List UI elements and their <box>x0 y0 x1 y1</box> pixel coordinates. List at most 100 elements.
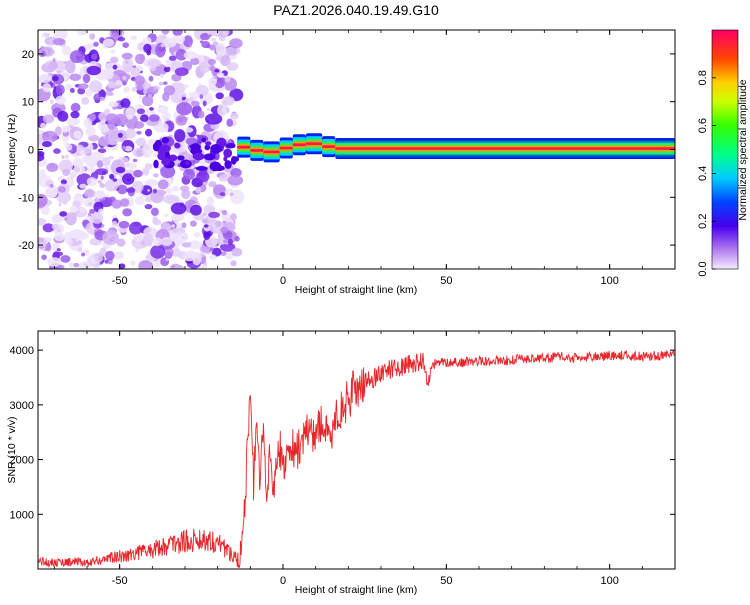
noise-blob <box>85 126 96 137</box>
noise-blob-dark <box>205 141 212 146</box>
noise-blob <box>160 165 176 179</box>
noise-blob <box>93 261 101 269</box>
noise-blob <box>161 112 171 121</box>
noise-blob <box>122 208 133 217</box>
noise-blob <box>144 179 158 188</box>
noise-blob <box>198 110 205 119</box>
noise-blob <box>89 113 96 122</box>
noise-blob <box>69 205 79 213</box>
snr-x-tick-label: 0 <box>280 575 286 587</box>
spectrogram-y-axis-label: Frequency (Hz) <box>6 114 18 186</box>
spectrogram-carrier <box>237 133 675 163</box>
snr-x-tick-label: 50 <box>440 575 452 587</box>
noise-blob <box>69 73 82 81</box>
noise-blob <box>49 99 54 105</box>
noise-blob <box>96 160 104 168</box>
noise-blob <box>171 185 180 192</box>
noise-blob <box>164 213 169 218</box>
noise-blob <box>161 30 170 35</box>
noise-blob <box>89 33 96 40</box>
noise-blob <box>198 82 202 86</box>
noise-blob <box>230 213 237 221</box>
noise-blob <box>121 145 127 150</box>
noise-blob <box>147 59 162 67</box>
noise-blob <box>181 242 192 248</box>
noise-blob-dark <box>168 154 178 162</box>
noise-blob-dark <box>203 153 216 161</box>
colorbar-ticks: 0.0 0.2 0.4 0.6 0.8 <box>697 70 716 277</box>
noise-blob <box>97 180 102 184</box>
noise-blob <box>219 192 226 197</box>
noise-blob <box>220 226 229 234</box>
noise-blob <box>112 106 117 110</box>
noise-blob <box>165 188 173 194</box>
noise-blob <box>214 69 219 73</box>
noise-blob <box>79 183 87 189</box>
noise-blob-dark <box>177 155 185 161</box>
noise-blob <box>159 73 164 79</box>
noise-blob <box>138 260 154 269</box>
noise-blob <box>42 141 52 148</box>
noise-blob <box>168 55 177 61</box>
snr-y-axis-label: SNR (10 * v/v) <box>6 416 18 483</box>
noise-blob <box>52 58 56 63</box>
noise-blob <box>79 207 87 213</box>
noise-blob <box>88 151 105 163</box>
noise-blob <box>114 251 124 260</box>
noise-blob <box>117 132 123 138</box>
noise-blob <box>134 53 146 65</box>
noise-blob <box>102 38 115 47</box>
noise-blob-dark <box>224 160 232 169</box>
noise-blob <box>220 251 227 256</box>
noise-blob <box>188 43 192 48</box>
noise-blob <box>215 43 227 57</box>
noise-blob <box>125 60 129 64</box>
noise-blob <box>59 211 68 217</box>
noise-blob <box>230 168 242 178</box>
noise-blob <box>230 112 239 120</box>
noise-blob-dark <box>225 143 236 149</box>
noise-blob <box>227 238 233 246</box>
noise-blob <box>225 46 241 56</box>
noise-blob <box>111 199 123 209</box>
noise-blob <box>117 36 126 42</box>
spectrogram-y-tick-label: 10 <box>22 97 34 109</box>
noise-blob <box>38 78 43 83</box>
noise-blob <box>118 263 126 269</box>
noise-blob <box>135 247 140 253</box>
carrier-band <box>292 143 306 147</box>
noise-blob <box>199 244 211 254</box>
noise-blob-dark <box>223 148 233 158</box>
noise-blob <box>147 227 152 233</box>
noise-blob <box>187 240 203 250</box>
carrier-band <box>335 147 675 150</box>
noise-blob <box>121 52 133 60</box>
noise-blob <box>152 216 159 224</box>
noise-blob <box>160 43 165 48</box>
noise-blob <box>133 233 145 242</box>
noise-blob <box>217 103 228 118</box>
noise-blob <box>47 257 62 267</box>
noise-blob <box>182 232 188 238</box>
noise-blob <box>173 264 185 269</box>
noise-blob <box>136 108 145 115</box>
noise-blob <box>152 188 157 194</box>
noise-blob <box>172 215 180 224</box>
noise-blob <box>153 152 159 157</box>
noise-blob <box>123 86 131 93</box>
noise-blob <box>117 184 128 195</box>
noise-blob <box>132 158 138 163</box>
noise-blob <box>144 204 153 210</box>
noise-blob <box>122 57 134 73</box>
noise-blob-dark <box>185 161 190 166</box>
noise-blob <box>199 40 204 44</box>
noise-blob <box>87 166 96 173</box>
colorbar-label: Normalized spectral amplitude <box>737 79 749 220</box>
noise-blob <box>145 128 153 137</box>
noise-blob <box>185 127 194 133</box>
snr-plot-area <box>38 349 675 568</box>
noise-blob <box>58 264 65 269</box>
noise-blob <box>104 179 119 192</box>
